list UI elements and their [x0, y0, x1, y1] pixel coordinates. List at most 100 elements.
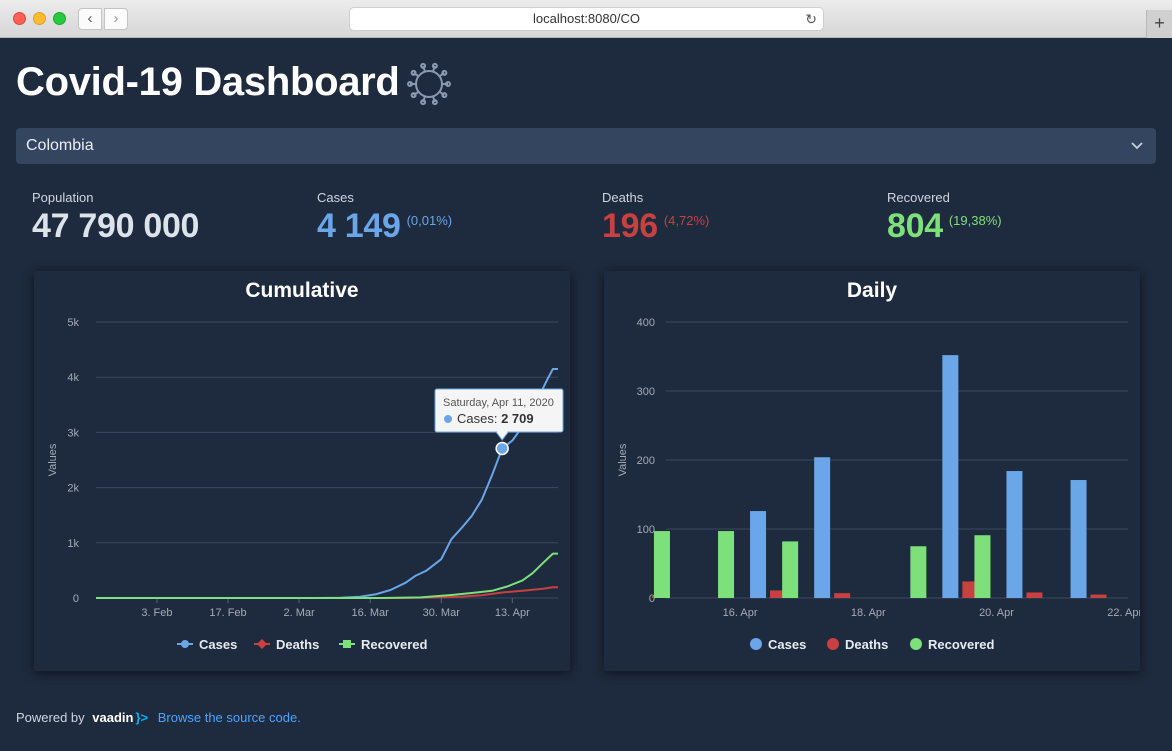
bar-deaths: [1026, 592, 1043, 598]
bar-recovered: [718, 531, 735, 598]
chevron-right-icon: ›: [113, 10, 119, 27]
legend-item-cases[interactable]: Cases: [750, 637, 806, 652]
x-tick-label: 13. Apr: [495, 607, 530, 619]
series-line-recovered: [96, 552, 558, 599]
virus-spike-tip: [410, 69, 417, 76]
zoom-window-button[interactable]: [53, 12, 66, 25]
legend-label: Recovered: [361, 637, 428, 652]
y-tick-label: 300: [637, 386, 655, 398]
bar-deaths: [834, 593, 851, 598]
virus-spike-tip: [420, 99, 427, 106]
legend-item-recovered[interactable]: Recovered: [339, 637, 428, 652]
legend-marker: [257, 639, 267, 649]
close-window-button[interactable]: [13, 12, 26, 25]
y-axis-title: Values: [47, 443, 59, 476]
stat-label: Population: [32, 190, 94, 205]
x-tick-label: 16. Mar: [352, 607, 390, 619]
country-select-value: Colombia: [26, 137, 94, 154]
series-line-deaths: [96, 586, 558, 599]
legend-label: Deaths: [845, 637, 888, 652]
chart-title: Cumulative: [245, 279, 359, 302]
reload-icon[interactable]: ↻: [805, 11, 817, 27]
bar-cases: [814, 457, 831, 598]
page-title: Covid-19 Dashboard: [16, 60, 400, 104]
y-tick-label: 0: [73, 593, 79, 605]
virus-spike-tip: [431, 62, 438, 69]
hover-point: [495, 441, 509, 456]
legend-item-deaths[interactable]: Deaths: [827, 637, 888, 652]
legend-label: Cases: [199, 637, 237, 652]
chevron-left-icon: ‹: [87, 10, 93, 27]
bar-deaths: [962, 581, 979, 598]
y-tick-label: 0: [649, 593, 655, 605]
legend-marker: [343, 640, 351, 648]
stat-percent: (0,01%): [406, 213, 453, 228]
stat-percent: (4,72%): [663, 213, 710, 228]
y-tick-label: 2k: [67, 483, 79, 495]
minimize-window-button[interactable]: [33, 12, 46, 25]
x-tick-label: 17. Feb: [209, 607, 246, 619]
virus-spike-tip: [441, 92, 448, 99]
stat-label: Deaths: [602, 190, 644, 205]
stat-value: 804: [887, 207, 943, 245]
tooltip-date: Saturday, Apr 11, 2020: [443, 397, 554, 409]
address-bar[interactable]: localhost:8080/CO ↻: [349, 7, 824, 31]
bar-deaths: [1090, 594, 1107, 598]
url-text: localhost:8080/CO: [533, 11, 640, 26]
source-code-link[interactable]: Browse the source code.: [157, 710, 301, 725]
vaadin-logo: vaadin: [92, 710, 134, 725]
powered-by-text: Powered by: [16, 710, 85, 725]
chart-title: Daily: [846, 279, 898, 302]
bar-cases: [1006, 471, 1023, 598]
x-tick-label: 30. Mar: [423, 607, 461, 619]
y-axis-title: Values: [617, 443, 629, 476]
legend-item-cases[interactable]: Cases: [177, 637, 237, 652]
country-select[interactable]: Colombia: [16, 128, 1156, 164]
bar-recovered: [974, 535, 991, 598]
bar-cases: [942, 355, 959, 598]
x-tick-label: 16. Apr: [723, 607, 758, 619]
x-tick-label: 18. Apr: [851, 607, 886, 619]
tooltip-number: 2 709: [501, 411, 534, 426]
legend-label: Cases: [768, 637, 806, 652]
legend-label: Deaths: [276, 637, 319, 652]
stat-value: 47 790 000: [32, 207, 200, 245]
vaadin-logo-mark: }>: [135, 710, 149, 725]
tooltip-label: Cases:: [457, 411, 501, 426]
back-button[interactable]: ‹: [78, 8, 102, 30]
virus-icon: [407, 62, 451, 106]
legend-item-recovered[interactable]: Recovered: [910, 637, 995, 652]
daily-chart[interactable]: 0 100 200 300 400 Values 16. Apr 18. Apr 20. Apr…: [604, 271, 1140, 671]
y-tick-label: 400: [637, 317, 655, 329]
stat-label: Recovered: [887, 190, 950, 205]
bar-recovered: [782, 541, 799, 598]
legend-item-deaths[interactable]: Deaths: [254, 637, 319, 652]
stat-value: 196: [602, 207, 658, 245]
stat-deaths: Deaths 196 (4,72%): [602, 190, 709, 246]
stat-value: 4 149: [317, 207, 401, 245]
daily-chart-card: Daily 0 100 200 300 400 Values 16. Apr 18. Apr 2…: [604, 271, 1140, 671]
legend-marker: [750, 638, 762, 650]
x-tick-label: 22. Apr: [1107, 607, 1140, 619]
legend-marker: [910, 638, 922, 650]
virus-spike-tip: [407, 81, 413, 87]
y-tick-label: 4k: [67, 372, 79, 384]
browser-toolbar: ‹ › localhost:8080/CO ↻ +: [0, 0, 1172, 38]
y-tick-label: 5k: [67, 317, 79, 329]
cumulative-chart[interactable]: 0 1k 2k 3k 4k 5k 3. Feb 17. Feb 2. Mar 16. Mar 30.…: [34, 271, 570, 671]
y-tick-label: 100: [637, 524, 655, 536]
bar-recovered: [653, 531, 670, 598]
legend-marker: [827, 638, 839, 650]
stat-cases: Cases 4 149 (0,01%): [317, 190, 452, 246]
bar-deaths: [770, 590, 787, 598]
footer: Powered by vaadin}> Browse the source co…: [16, 710, 301, 725]
new-tab-button[interactable]: +: [1146, 10, 1172, 38]
virus-spike-tip: [445, 81, 451, 87]
x-tick-label: 2. Mar: [283, 607, 315, 619]
forward-button[interactable]: ›: [104, 8, 128, 30]
bar-cases: [750, 511, 767, 598]
virus-spike-tip: [420, 62, 427, 69]
stat-label: Cases: [317, 190, 354, 205]
y-tick-label: 200: [637, 455, 655, 467]
stat-percent: (19,38%): [948, 213, 1002, 228]
